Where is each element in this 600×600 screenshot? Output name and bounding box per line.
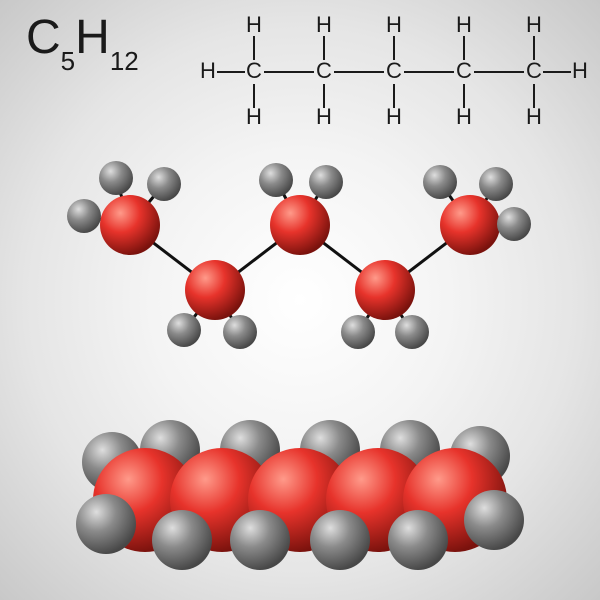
hydrogen-atom xyxy=(223,315,257,349)
hydrogen-atom xyxy=(99,161,133,195)
hydrogen-atom xyxy=(341,315,375,349)
hydrogen-atom xyxy=(147,167,181,201)
hydrogen-atom xyxy=(310,510,370,570)
hydrogen-atom xyxy=(423,165,457,199)
carbon-atom xyxy=(355,260,415,320)
hydrogen-atom xyxy=(152,510,212,570)
carbon-atom xyxy=(270,195,330,255)
carbon-atom xyxy=(440,195,500,255)
carbon-atom xyxy=(185,260,245,320)
molecule-models xyxy=(0,0,600,600)
carbon-atom xyxy=(100,195,160,255)
hydrogen-atom xyxy=(497,207,531,241)
hydrogen-atom xyxy=(167,313,201,347)
hydrogen-atom xyxy=(388,510,448,570)
hydrogen-atom xyxy=(230,510,290,570)
hydrogen-atom xyxy=(464,490,524,550)
hydrogen-atom xyxy=(395,315,429,349)
hydrogen-atom xyxy=(479,167,513,201)
hydrogen-atom xyxy=(259,163,293,197)
hydrogen-atom xyxy=(67,199,101,233)
hydrogen-atom xyxy=(76,494,136,554)
hydrogen-atom xyxy=(309,165,343,199)
